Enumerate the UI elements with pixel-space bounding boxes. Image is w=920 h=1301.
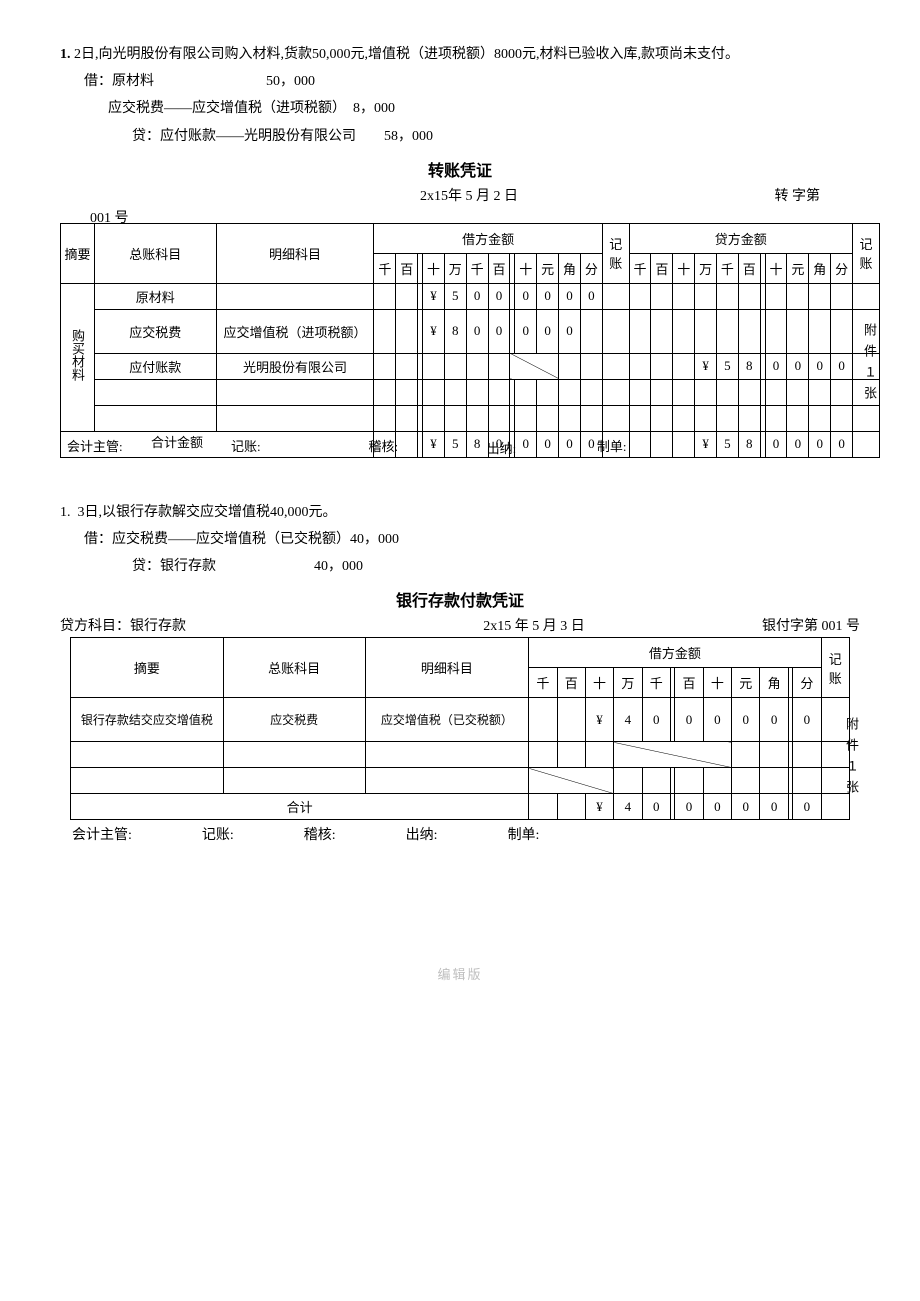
- entry1-num: 1.: [60, 47, 71, 62]
- slash-cell: [614, 742, 732, 768]
- entry1-line: 1. 2日,向光明股份有限公司购入材料,货款50,000元,增值税（进项税额）8…: [60, 42, 860, 67]
- h2-debit: 借方金额: [529, 638, 821, 668]
- table-row: 应付账款 光明股份有限公司 ¥58 0000: [61, 353, 880, 379]
- voucher1-title: 转账凭证: [60, 157, 860, 181]
- entry2-journal-2: 贷：银行存款 40，000: [60, 554, 860, 579]
- total-overlay: 会计主管: 合计金额 记账:: [61, 431, 374, 457]
- entry2-num: 1.: [60, 505, 71, 520]
- abstract-cell: 购买材料: [61, 283, 95, 431]
- voucher2-date: 2x15 年 5 月 3 日: [483, 615, 585, 635]
- total-row: 合计 ¥40 0000 0: [71, 794, 850, 820]
- h2-gen: 总账科目: [223, 638, 365, 698]
- h2-post: 记账: [821, 638, 849, 698]
- voucher2-series: 银付字第 001 号: [762, 615, 860, 635]
- voucher1-date: 2x15年 5 月 2 日: [420, 185, 518, 205]
- h-debit: 借方金额: [374, 223, 602, 253]
- h-credit: 贷方金额: [629, 223, 852, 253]
- voucher1-table: 摘要 总账科目 明细科目 借方金额 记账 贷方金额 记账 千 百 十 万 千 百…: [60, 223, 880, 458]
- voucher2-table: 摘要 总账科目 明细科目 借方金额 记账 千 百 十 万 千 百 十 元 角 分…: [70, 637, 850, 820]
- table-row: [71, 768, 850, 794]
- entry2-line: 1. 3日,以银行存款解交应交增值税40,000元。: [60, 500, 860, 525]
- page-footer: 编辑版: [60, 964, 860, 983]
- h-gen: 总账科目: [95, 223, 216, 283]
- voucher2-attach: 附件１张: [838, 717, 864, 801]
- entry1-desc: 2日,向光明股份有限公司购入材料,货款50,000元,增值税（进项税额）8000…: [74, 47, 739, 62]
- h-abstract: 摘要: [61, 223, 95, 283]
- table-row: 银行存款结交应交增值税 应交税费 应交增值税（已交税额） ¥40 0000 0: [71, 698, 850, 742]
- entry1-journal-3: 贷：应付账款——光明股份有限公司 58，000: [60, 124, 860, 149]
- h2-detail: 明细科目: [365, 638, 529, 698]
- table-row: [71, 742, 850, 768]
- h-post2: 记账: [853, 223, 880, 283]
- voucher2-wrap: 摘要 总账科目 明细科目 借方金额 记账 千 百 十 万 千 百 十 元 角 分…: [60, 637, 860, 844]
- entry2-desc: 3日,以银行存款解交应交增值税40,000元。: [78, 505, 337, 520]
- h-post: 记账: [602, 223, 629, 283]
- entry1-journal-2: 应交税费——应交增值税（进项税额） 8，000: [60, 96, 860, 121]
- voucher2-roles: 会计主管: 记账: 稽核: 出纳: 制单:: [72, 824, 860, 844]
- table-row: [61, 379, 880, 405]
- table-row: 应交税费 应交增值税（进项税额） ¥800 000: [61, 309, 880, 353]
- entry1-journal-1: 借：原材料 50，000: [60, 69, 860, 94]
- slash-cell: [529, 768, 614, 794]
- slash-cell: [510, 353, 559, 379]
- h-detail: 明细科目: [216, 223, 374, 283]
- voucher2-title: 银行存款付款凭证: [60, 587, 860, 611]
- total-row: 会计主管: 合计金额 记账: 稽核: ¥58 0出纳: 0000 制单: ¥58…: [61, 431, 880, 457]
- voucher1-series: 转 字第: [775, 185, 821, 205]
- voucher1-attach: 附件１张: [856, 323, 882, 407]
- table-row: 购买材料 原材料 ¥500 0000: [61, 283, 880, 309]
- voucher2-credit-acct: 贷方科目：银行存款: [60, 615, 186, 635]
- table-row: [61, 405, 880, 431]
- entry2-journal-1: 借：应交税费——应交增值税（已交税额）40，000: [60, 527, 860, 552]
- voucher1-wrap: 摘要 总账科目 明细科目 借方金额 记账 贷方金额 记账 千 百 十 万 千 百…: [60, 223, 860, 458]
- h2-abstract: 摘要: [71, 638, 224, 698]
